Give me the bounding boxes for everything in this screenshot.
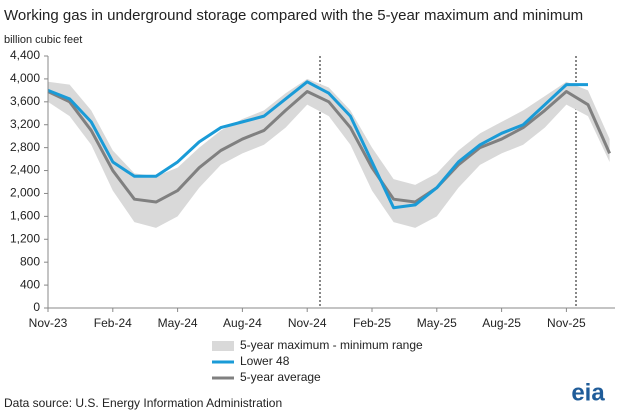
x-tick-label: Aug-25 [482, 316, 521, 330]
y-tick-label: 1,200 [10, 231, 40, 245]
y-tick-label: 2,000 [10, 186, 40, 200]
x-tick-label: May-25 [417, 316, 457, 330]
y-tick-label: 400 [20, 277, 40, 291]
source: Data source: U.S. Energy Information Adm… [4, 396, 282, 410]
logo: eia [571, 379, 605, 406]
y-tick-label: 2,400 [10, 163, 40, 177]
range-band [48, 78, 610, 228]
legend-label: 5-year average [240, 370, 321, 384]
series-line [47, 90, 611, 204]
x-tick-label: Aug-24 [223, 316, 262, 330]
x-tick-label: May-24 [158, 316, 198, 330]
y-tick-label: 4,000 [10, 71, 40, 85]
series-line [47, 80, 588, 210]
y-tick-label: 0 [33, 300, 40, 314]
x-tick-label: Feb-24 [94, 316, 132, 330]
legend-label: Lower 48 [240, 354, 290, 368]
y-tick-label: 3,600 [10, 94, 40, 108]
y-axis-label: billion cubic feet [4, 34, 82, 46]
legend-swatch [212, 341, 234, 351]
x-tick-label: Feb-25 [353, 316, 391, 330]
legend-label: 5-year maximum - minimum range [240, 338, 423, 352]
y-tick-label: 4,400 [10, 48, 40, 62]
x-tick-label: Nov-25 [547, 316, 586, 330]
y-tick-label: 2,800 [10, 140, 40, 154]
y-tick-label: 3,200 [10, 117, 40, 131]
x-tick-label: Nov-23 [29, 316, 68, 330]
y-tick-label: 800 [20, 254, 40, 268]
chart-title: Working gas in underground storage compa… [4, 7, 583, 24]
x-tick-label: Nov-24 [288, 316, 327, 330]
y-tick-label: 1,600 [10, 209, 40, 223]
